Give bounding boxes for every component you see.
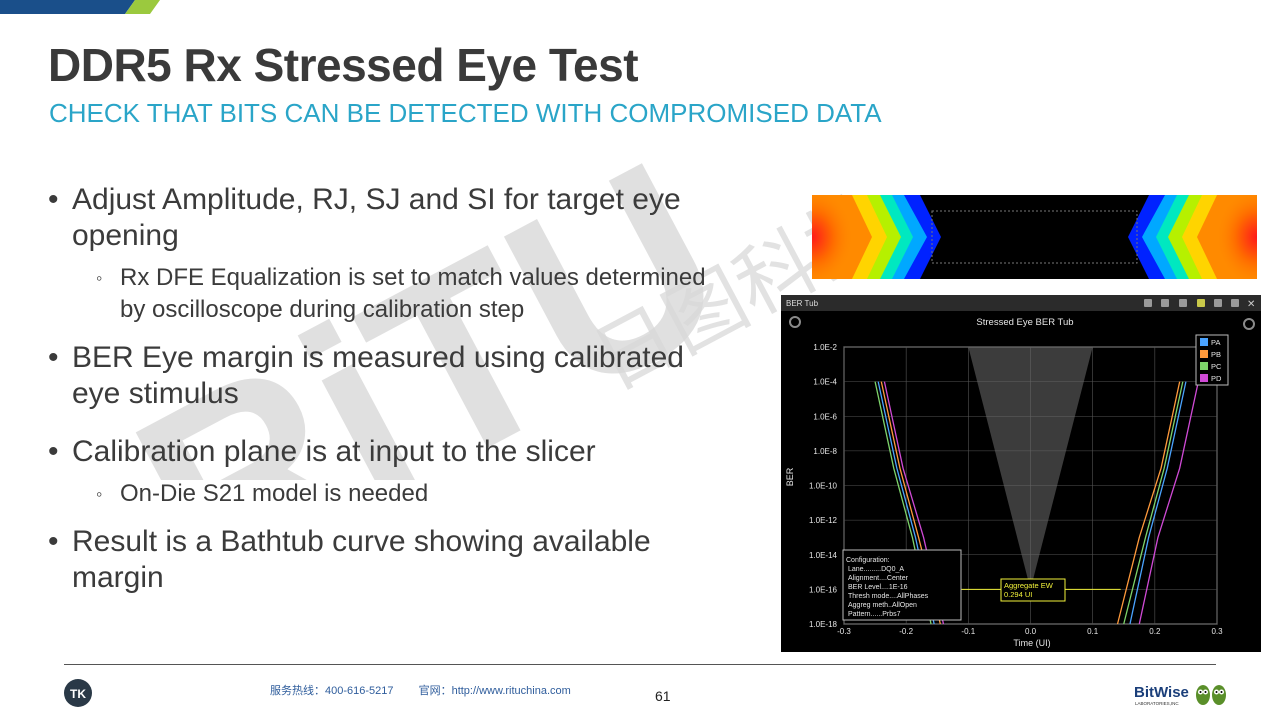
bullet-item: • Calibration plane is at input to the sl…: [48, 435, 596, 468]
config-line: Configuration:: [846, 557, 890, 564]
config-box: Configuration: Lane.........DQ0_A Alignmen…: [842, 549, 962, 621]
y-tick-label: 1.0E-16: [809, 585, 838, 594]
aggregate-value: 0.294 UI: [1004, 590, 1032, 599]
legend-label: PC: [1211, 362, 1222, 371]
aggregate-label: Aggregate EW: [1004, 581, 1054, 590]
slide-subtitle: CHECK THAT BITS CAN BE DETECTED WITH COM…: [49, 98, 882, 128]
bathtub-curve: [1123, 381, 1184, 625]
y-tick-label: 1.0E-6: [813, 412, 837, 421]
bitwise-logo: BitWise LABORATORIES,INC: [1134, 684, 1226, 706]
svg-text:LABORATORIES,INC: LABORATORIES,INC: [1135, 701, 1179, 706]
x-tick-label: -0.2: [899, 627, 913, 636]
website-link[interactable]: 官网：http://www.rituchina.com: [418, 685, 571, 697]
bullet-item: • Result is a Bathtub curve showing avail…: [48, 525, 651, 594]
sub-bullet-item: ◦ Rx DFE Equalization is set to match val…: [96, 264, 706, 323]
tk-logo: TK: [64, 679, 92, 707]
window-titlebar: [781, 295, 1261, 311]
window-toolbar-icons: ✕: [1144, 299, 1255, 310]
eye-opening-triangle: [968, 347, 1093, 590]
bathtub-curve: [1116, 381, 1181, 625]
config-line: Lane.........DQ0_A: [848, 566, 904, 573]
x-tick-label: 0.0: [1025, 627, 1037, 636]
bathtub-curve: [1129, 381, 1187, 625]
sub-bullet-item: ◦ On-Die S21 model is needed: [96, 480, 429, 507]
x-tick-label: 0.2: [1149, 627, 1161, 636]
x-axis-label: Time (UI): [1013, 638, 1050, 648]
config-line: Pattern......Prbs7: [848, 611, 901, 618]
y-tick-label: 1.0E-18: [809, 620, 838, 629]
y-tick-label: 1.0E-4: [813, 378, 837, 387]
config-line: Aggreg meth..AllOpen: [848, 602, 917, 609]
aggregate-ew-box: Aggregate EW 0.294 UI: [1000, 578, 1066, 602]
legend-label: PD: [1211, 374, 1222, 383]
contact-info: 服务热线：400-616-5217 官网：http://www.rituchin…: [270, 682, 593, 698]
y-tick-label: 1.0E-12: [809, 516, 838, 525]
ber-tub-chart: BER Tub ✕ Stressed Eye BER Tub -0.3 -0.2 -…: [781, 295, 1261, 648]
highlight-icon: [1197, 299, 1205, 307]
bathtub-curve: [1138, 381, 1199, 625]
svg-text:BitWise: BitWise: [1134, 684, 1189, 701]
hotline-text: 服务热线：400-616-5217: [270, 685, 394, 697]
owl-icon: [1196, 685, 1226, 705]
y-tick-label: 1.0E-10: [809, 482, 838, 491]
x-tick-label: 0.3: [1211, 627, 1223, 636]
help-icon: [1231, 299, 1239, 307]
window-icon: [1214, 299, 1222, 307]
close-icon: ✕: [1247, 299, 1255, 310]
config-line: Alignment....Center: [848, 575, 909, 582]
bullet-item: • BER Eye margin is measured using calibr…: [48, 341, 684, 410]
config-line: BER Level....1E-16: [848, 584, 908, 591]
x-tick-label: -0.3: [837, 627, 851, 636]
x-tick-label: -0.1: [961, 627, 975, 636]
settings-gear-icon: [789, 316, 801, 328]
footer-divider: [64, 664, 1216, 665]
bullet-item: • Adjust Amplitude, RJ, SJ and SI for tar…: [48, 183, 681, 252]
legend-swatch: [1200, 362, 1208, 370]
settings-gear-icon: [1243, 318, 1255, 330]
y-axis-label: BER: [785, 467, 795, 486]
svg-text:TK: TK: [70, 687, 86, 701]
y-tick-label: 1.0E-2: [813, 343, 837, 352]
legend-label: PA: [1211, 338, 1220, 347]
config-line: Thresh mode....AllPhases: [848, 593, 929, 600]
top-accent-bar: [0, 0, 160, 14]
plot-title: Stressed Eye BER Tub: [976, 317, 1073, 328]
page-number: 61: [655, 688, 671, 704]
chart-legend: PA PB PC PD: [1195, 334, 1229, 386]
legend-swatch: [1200, 374, 1208, 382]
window-title: BER Tub: [786, 299, 819, 308]
y-tick-label: 1.0E-8: [813, 447, 837, 456]
legend-swatch: [1200, 350, 1208, 358]
ber-tub-window: BER Tub ✕ Stressed Eye BER Tub -0.3 -0.2 -…: [781, 295, 1261, 652]
y-tick-label: 1.0E-14: [809, 551, 838, 560]
legend-swatch: [1200, 338, 1208, 346]
legend-label: PB: [1211, 350, 1221, 359]
image-icon: [1179, 299, 1187, 307]
save-icon: [1144, 299, 1152, 307]
bullet-list: • Adjust Amplitude, RJ, SJ and SI for tar…: [48, 182, 788, 604]
x-tick-label: 0.1: [1087, 627, 1099, 636]
slide-title: DDR5 Rx Stressed Eye Test: [48, 39, 639, 91]
copy-icon: [1161, 299, 1169, 307]
eye-diagram-heatmap: [812, 195, 1257, 279]
